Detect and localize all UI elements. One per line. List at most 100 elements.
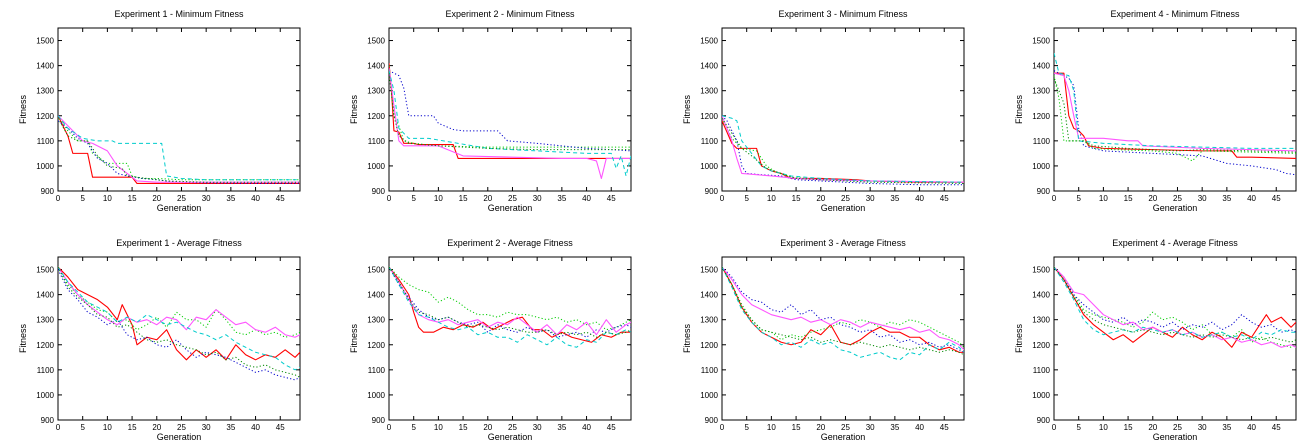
x-tick-label: 30: [202, 423, 211, 432]
x-tick-label: 15: [792, 194, 801, 203]
chart-title: Experiment 3 - Minimum Fitness: [778, 9, 908, 19]
y-tick-label: 1400: [700, 291, 718, 300]
y-tick-label: 1400: [367, 62, 385, 71]
y-tick-label: 900: [41, 187, 55, 196]
chart-panel-4: Experiment 4 - Minimum Fitness 900 1000 110…: [1014, 9, 1297, 213]
series-line-3: [1054, 266, 1296, 333]
chart-panel-6: Experiment 2 - Average Fitness 900 1000 110…: [349, 238, 632, 442]
x-tick-label: 0: [387, 194, 392, 203]
series-line-1: [58, 266, 300, 361]
y-tick-label: 1300: [700, 87, 718, 96]
x-tick-label: 35: [557, 194, 566, 203]
y-tick-label: 900: [372, 187, 386, 196]
plot-frame: [1053, 256, 1297, 421]
plot-frame: [721, 27, 965, 192]
series-line-4: [389, 68, 631, 180]
series-line-3: [722, 115, 964, 186]
x-tick-label: 5: [744, 423, 749, 432]
x-tick-label: 20: [483, 423, 492, 432]
x-tick-label: 5: [411, 194, 416, 203]
x-tick-label: 40: [251, 423, 260, 432]
y-tick-label: 1200: [367, 341, 385, 350]
series-line-3: [389, 70, 631, 152]
x-tick-label: 15: [128, 423, 137, 432]
series-line-2: [58, 266, 300, 338]
y-tick-label: 1300: [367, 316, 385, 325]
x-tick-label: 15: [128, 194, 137, 203]
x-tick-label: 40: [1247, 194, 1256, 203]
x-tick-label: 10: [767, 194, 776, 203]
series-line-3: [58, 120, 300, 184]
x-tick-label: 35: [1222, 423, 1231, 432]
x-axis-label: Generation: [157, 432, 202, 442]
x-tick-label: 5: [1076, 194, 1081, 203]
chart-panel-1: Experiment 1 - Minimum Fitness 900 1000 110…: [18, 9, 301, 213]
y-tick-label: 1100: [1033, 366, 1051, 375]
x-tick-label: 45: [607, 423, 616, 432]
y-tick-label: 1500: [367, 37, 385, 46]
x-axis-label: Generation: [1153, 432, 1198, 442]
y-tick-label: 1100: [37, 366, 55, 375]
series-line-5: [1054, 52, 1296, 149]
x-tick-label: 40: [582, 194, 591, 203]
y-tick-label: 1200: [36, 112, 54, 121]
series-line-4: [389, 266, 631, 336]
x-tick-label: 30: [866, 423, 875, 432]
y-tick-label: 1500: [700, 266, 718, 275]
y-axis-label: Fitness: [349, 323, 359, 353]
series-line-1: [722, 266, 964, 353]
y-tick-label: 1300: [367, 87, 385, 96]
x-tick-label: 25: [177, 194, 186, 203]
x-tick-label: 5: [80, 194, 85, 203]
series-line-2: [389, 266, 631, 331]
plot-frame: [57, 27, 301, 192]
x-tick-label: 15: [792, 423, 801, 432]
x-tick-label: 45: [276, 194, 285, 203]
series-line-5: [1054, 266, 1296, 341]
plot-frame: [388, 256, 632, 421]
y-axis-label: Fitness: [349, 94, 359, 124]
x-tick-label: 45: [276, 423, 285, 432]
y-tick-label: 900: [705, 416, 719, 425]
x-tick-label: 45: [940, 423, 949, 432]
y-tick-label: 1400: [36, 62, 54, 71]
y-tick-label: 1100: [701, 137, 719, 146]
series-line-1: [58, 115, 300, 185]
series-line-2: [1054, 266, 1296, 348]
chart-title: Experiment 2 - Average Fitness: [447, 238, 573, 248]
y-tick-label: 1400: [1032, 62, 1050, 71]
x-tick-label: 35: [226, 194, 235, 203]
y-tick-label: 1400: [36, 291, 54, 300]
series-line-1: [1054, 72, 1296, 159]
series-line-3: [1054, 70, 1296, 176]
series-line-6: [1054, 266, 1296, 343]
x-tick-label: 20: [1148, 423, 1157, 432]
y-tick-label: 1100: [701, 366, 719, 375]
series-line-1: [1054, 266, 1296, 348]
series-line-6: [1054, 77, 1296, 153]
y-tick-label: 900: [1037, 416, 1051, 425]
series-line-5: [58, 266, 300, 371]
chart-panel-2: Experiment 2 - Minimum Fitness 900 1000 110…: [349, 9, 632, 213]
x-axis-label: Generation: [157, 203, 202, 213]
y-tick-label: 900: [41, 416, 55, 425]
x-tick-label: 20: [816, 423, 825, 432]
series-line-6: [722, 266, 964, 356]
y-tick-label: 1500: [700, 37, 718, 46]
chart-panel-5: Experiment 1 - Average Fitness 900 1000 110…: [18, 238, 301, 442]
x-tick-label: 40: [582, 423, 591, 432]
x-tick-label: 0: [720, 423, 725, 432]
x-axis-label: Generation: [488, 203, 533, 213]
series-line-1: [389, 266, 631, 343]
x-tick-label: 10: [103, 423, 112, 432]
x-tick-label: 0: [387, 423, 392, 432]
x-tick-label: 45: [607, 194, 616, 203]
series-line-1: [722, 120, 964, 183]
y-tick-label: 1100: [1033, 137, 1051, 146]
series-line-2: [722, 118, 964, 183]
x-axis-label: Generation: [488, 432, 533, 442]
y-tick-label: 1400: [700, 62, 718, 71]
x-tick-label: 15: [1124, 423, 1133, 432]
x-tick-label: 0: [56, 194, 61, 203]
x-tick-label: 10: [434, 194, 443, 203]
